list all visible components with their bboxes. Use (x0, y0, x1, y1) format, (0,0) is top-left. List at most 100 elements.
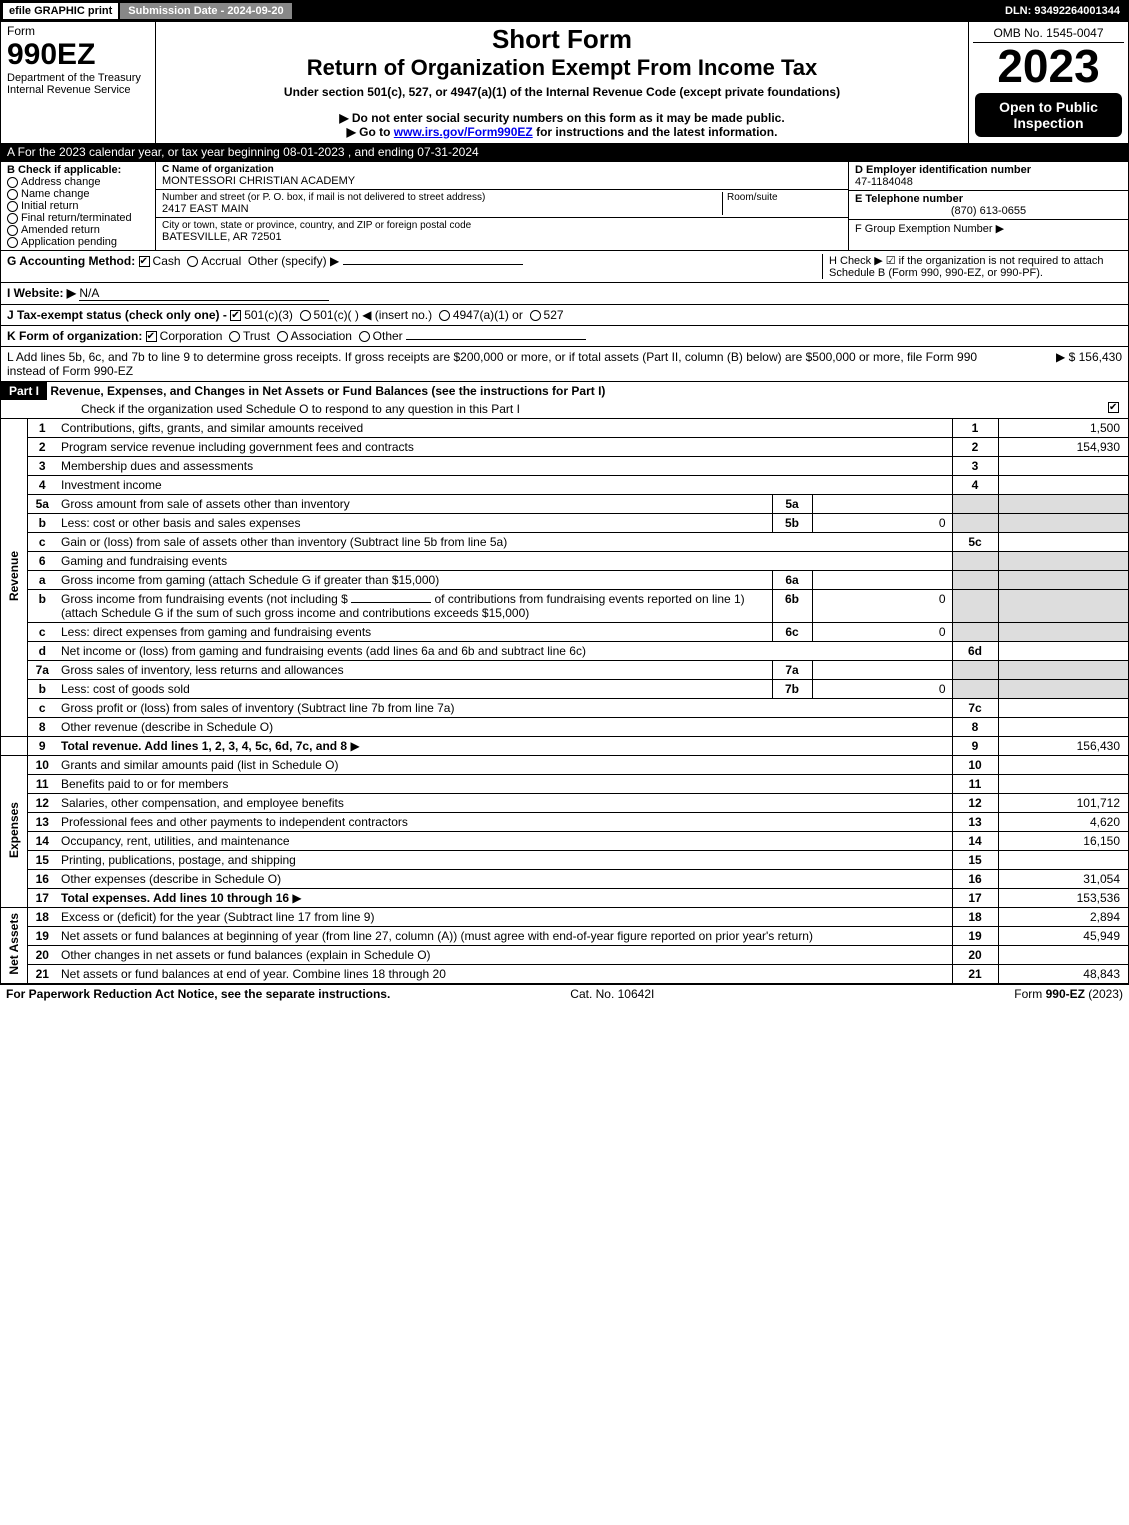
ln19-box: 19 (952, 927, 998, 946)
ln6-shade2 (998, 552, 1128, 571)
ln7a-ibox: 7a (772, 661, 812, 680)
chk-cash[interactable] (139, 256, 150, 267)
ln6-num: 6 (27, 552, 57, 571)
ln2-num: 2 (27, 438, 57, 457)
page-footer: For Paperwork Reduction Act Notice, see … (0, 984, 1129, 1003)
b-final: Final return/terminated (21, 212, 132, 224)
chk-amended[interactable] (7, 225, 18, 236)
ln1-num: 1 (27, 419, 57, 438)
ln5b-shade (952, 514, 998, 533)
ln16-val: 31,054 (998, 870, 1128, 889)
k-trust: Trust (243, 329, 270, 343)
ln18-text: Excess or (deficit) for the year (Subtra… (57, 908, 952, 927)
ln20-text: Other changes in net assets or fund bala… (57, 946, 952, 965)
ln21-val: 48,843 (998, 965, 1128, 984)
top-bar: efile GRAPHIC print Submission Date - 20… (1, 1, 1128, 21)
ln17-box: 17 (952, 889, 998, 908)
b-addr: Address change (21, 176, 101, 188)
org-city: BATESVILLE, AR 72501 (162, 231, 842, 243)
ln4-num: 4 (27, 476, 57, 495)
section-bcde: B Check if applicable: Address change Na… (1, 161, 1128, 250)
part-i-check-text: Check if the organization used Schedule … (81, 402, 1108, 416)
sub-ssn-warning: ▶ Do not enter social security numbers o… (164, 111, 960, 125)
ln5b-ival: 0 (812, 514, 952, 533)
ln4-box: 4 (952, 476, 998, 495)
ln15-num: 15 (27, 851, 57, 870)
ln8-box: 8 (952, 718, 998, 737)
ln7b-num: b (27, 680, 57, 699)
chk-name-change[interactable] (7, 189, 18, 200)
irs-link[interactable]: www.irs.gov/Form990EZ (394, 125, 533, 139)
chk-other[interactable] (359, 331, 370, 342)
chk-accrual[interactable] (187, 256, 198, 267)
j-4947: 4947(a)(1) or (453, 308, 523, 322)
ln5b-shade2 (998, 514, 1128, 533)
ln7c-text: Gross profit or (loss) from sales of inv… (57, 699, 952, 718)
ln7c-num: c (27, 699, 57, 718)
chk-527[interactable] (530, 310, 541, 321)
ln6c-text: Less: direct expenses from gaming and fu… (57, 623, 772, 642)
chk-4947[interactable] (439, 310, 450, 321)
ln7c-box: 7c (952, 699, 998, 718)
chk-assoc[interactable] (277, 331, 288, 342)
ln14-num: 14 (27, 832, 57, 851)
ln11-num: 11 (27, 775, 57, 794)
b-init: Initial return (21, 200, 78, 212)
chk-app-pending[interactable] (7, 237, 18, 248)
chk-501c[interactable] (300, 310, 311, 321)
ln7a-text: Gross sales of inventory, less returns a… (57, 661, 772, 680)
ln6-text: Gaming and fundraising events (57, 552, 952, 571)
ln3-val (998, 457, 1128, 476)
chk-trust[interactable] (229, 331, 240, 342)
ln1-val: 1,500 (998, 419, 1128, 438)
ln17-val: 153,536 (998, 889, 1128, 908)
ln14-val: 16,150 (998, 832, 1128, 851)
ln3-text: Membership dues and assessments (57, 457, 952, 476)
footer-left: For Paperwork Reduction Act Notice, see … (6, 987, 390, 1001)
ln5b-text: Less: cost or other basis and sales expe… (57, 514, 772, 533)
k-assoc: Association (291, 329, 352, 343)
sub-under-section: Under section 501(c), 527, or 4947(a)(1)… (164, 85, 960, 99)
ln6a-shade2 (998, 571, 1128, 590)
ln10-val (998, 756, 1128, 775)
chk-final-return[interactable] (7, 213, 18, 224)
ln13-text: Professional fees and other payments to … (57, 813, 952, 832)
chk-corp[interactable] (146, 331, 157, 342)
ln8-text: Other revenue (describe in Schedule O) (57, 718, 952, 737)
side-expenses: Expenses (7, 802, 21, 858)
ln6a-shade (952, 571, 998, 590)
efile-print-button[interactable]: efile GRAPHIC print (3, 3, 118, 19)
c-name-label: C Name of organization (162, 164, 274, 175)
side-revenue: Revenue (7, 551, 21, 601)
ln5a-ibox: 5a (772, 495, 812, 514)
ln17-num: 17 (27, 889, 57, 908)
ln7a-ival (812, 661, 952, 680)
footer-form-id: Form 990-EZ (2023) (1014, 987, 1123, 1001)
title-return: Return of Organization Exempt From Incom… (164, 55, 960, 81)
ln7b-ival: 0 (812, 680, 952, 699)
ln10-text: Grants and similar amounts paid (list in… (57, 756, 952, 775)
chk-schedule-o[interactable] (1108, 402, 1119, 413)
ln20-num: 20 (27, 946, 57, 965)
b-label: B Check if applicable: (7, 164, 121, 176)
ln5a-text: Gross amount from sale of assets other t… (57, 495, 772, 514)
ln1-box: 1 (952, 419, 998, 438)
sub-goto-link-line: ▶ Go to www.irs.gov/Form990EZ for instru… (164, 125, 960, 139)
side-net-assets: Net Assets (7, 913, 21, 975)
form-number: 990EZ (7, 38, 149, 72)
ln5c-val (998, 533, 1128, 552)
ln19-val: 45,949 (998, 927, 1128, 946)
ln8-num: 8 (27, 718, 57, 737)
chk-initial-return[interactable] (7, 201, 18, 212)
ln6b-ibox: 6b (772, 590, 812, 623)
ln12-num: 12 (27, 794, 57, 813)
chk-address-change[interactable] (7, 177, 18, 188)
ln13-num: 13 (27, 813, 57, 832)
irs-label: Internal Revenue Service (7, 84, 149, 96)
ln6a-ibox: 6a (772, 571, 812, 590)
chk-501c3[interactable] (230, 310, 241, 321)
ln6-shade (952, 552, 998, 571)
g-cash: Cash (153, 254, 181, 268)
ln15-box: 15 (952, 851, 998, 870)
ln9-num: 9 (27, 737, 57, 756)
